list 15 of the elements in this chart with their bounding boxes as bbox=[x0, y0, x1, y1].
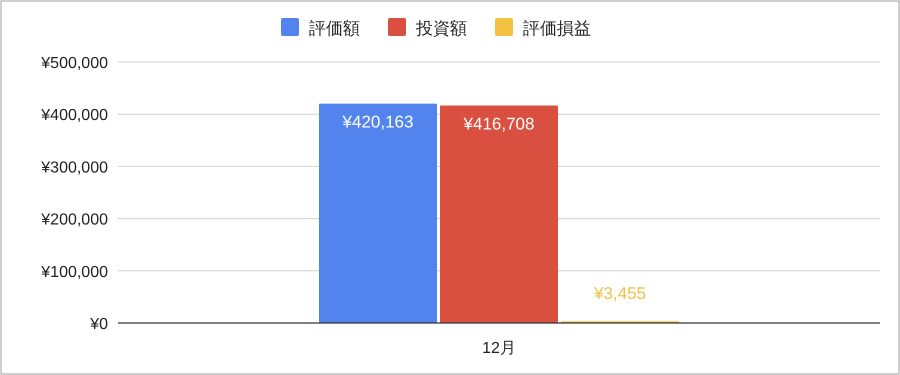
x-tick-label: 12月 bbox=[482, 340, 516, 357]
y-tick-label: ¥500,000 bbox=[40, 55, 108, 72]
bar bbox=[319, 104, 437, 323]
bar bbox=[440, 105, 558, 323]
y-tick-label: ¥400,000 bbox=[40, 107, 108, 124]
y-tick-label: ¥200,000 bbox=[40, 212, 108, 229]
legend-label: 評価額 bbox=[309, 19, 360, 38]
y-tick-label: ¥100,000 bbox=[40, 264, 108, 281]
legend-label: 評価損益 bbox=[523, 19, 591, 38]
y-tick-label: ¥300,000 bbox=[40, 159, 108, 176]
legend-label: 投資額 bbox=[415, 19, 467, 38]
y-tick-label: ¥0 bbox=[89, 316, 108, 333]
data-label: ¥416,708 bbox=[462, 114, 534, 134]
data-label: ¥3,455 bbox=[593, 284, 646, 304]
data-label: ¥420,163 bbox=[342, 112, 414, 132]
